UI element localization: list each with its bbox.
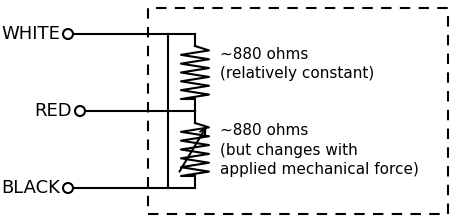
Bar (148, 8, 447, 214)
Text: ~880 ohms
(but changes with
applied mechanical force): ~880 ohms (but changes with applied mech… (219, 123, 418, 177)
Text: RED: RED (34, 102, 72, 120)
Text: ~880 ohms
(relatively constant): ~880 ohms (relatively constant) (219, 47, 374, 81)
Text: BLACK: BLACK (1, 179, 60, 197)
Text: WHITE: WHITE (1, 25, 60, 43)
